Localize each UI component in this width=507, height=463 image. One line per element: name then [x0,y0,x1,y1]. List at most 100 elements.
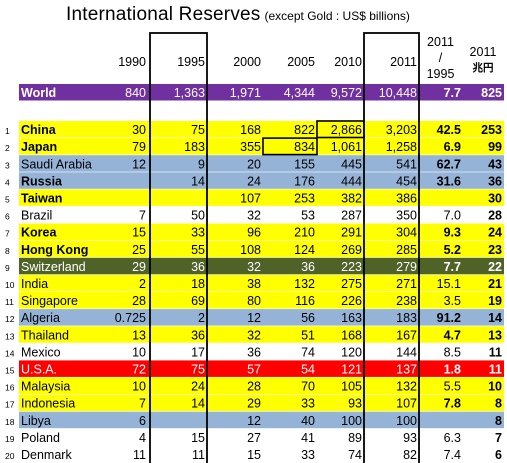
data-value: 12 [247,311,261,325]
data-value: 144 [396,345,417,359]
data-value: 116 [295,294,315,308]
data-value: 7.8 [444,397,461,411]
data-value: 6 [139,414,146,428]
country-label: Indonesia [21,397,75,411]
column-header-unit: 兆円 [473,61,494,74]
data-value: 137 [396,363,417,377]
rank-label: 5 [5,195,10,205]
rank-label: 12 [5,314,15,324]
rank-label: 11 [5,297,14,307]
data-value: 32 [247,260,261,274]
data-value: 18 [191,277,205,291]
data-value: 541 [396,157,417,171]
data-value: 9,572 [331,86,362,100]
data-value: 167 [396,328,417,342]
data-value: 304 [396,226,417,240]
row-fill [19,257,504,275]
country-label: Algeria [21,311,60,325]
data-value: 41 [301,431,315,445]
data-value: 80 [247,294,261,308]
data-value: 279 [396,260,417,274]
data-value: 27 [247,431,261,445]
data-value: 107 [396,397,417,411]
column-header: 2000 [233,55,261,69]
data-value: 1,363 [174,86,205,100]
data-value: 69 [191,294,205,308]
data-value: 9.3 [444,226,461,240]
data-value: 20 [247,157,261,171]
country-label: Saudi Arabia [21,157,92,171]
data-value: 15 [191,431,205,445]
data-value: 10 [132,345,146,359]
data-value: 14 [191,397,205,411]
data-value: 33 [301,397,315,411]
data-value: 7.7 [444,260,461,274]
column-header: 1990 [118,55,146,69]
data-value: 163 [341,311,362,325]
rank-label: 9 [5,263,10,273]
data-value: 8 [495,414,502,428]
rank-label: 15 [5,366,15,376]
row-fill [19,172,504,189]
data-value: 291 [341,226,362,240]
data-value: 11 [489,345,502,359]
rank-label: 16 [5,383,15,393]
data-value: 14 [191,174,205,188]
rank-label: 17 [5,400,15,410]
chart-title: International Reserves (except Gold : US$… [66,4,410,26]
data-value: 3.5 [444,294,461,308]
country-label: Denmark [21,448,72,462]
data-value: 28 [488,209,502,223]
row-fill [19,360,504,377]
data-value: 22 [488,260,502,274]
data-value: 176 [294,174,315,188]
column-emphasis-box [363,32,420,463]
data-value: 96 [247,226,261,240]
data-value: 75 [191,123,205,137]
data-value: 120 [341,345,362,359]
rank-label: 18 [5,417,15,427]
data-value: 6.9 [444,140,461,154]
data-value: 19 [488,294,502,308]
data-value: 183 [184,140,205,154]
data-value: 17 [191,345,205,359]
data-value: 75 [191,363,205,377]
data-value: 38 [247,277,261,291]
data-value: 5.5 [444,380,461,394]
data-value: 74 [301,345,315,359]
country-label: Russia [21,174,63,188]
data-value: 12 [132,157,146,171]
data-value: 4 [139,431,146,445]
row-fill [19,84,504,101]
data-value: 822 [294,123,315,137]
data-value: 1,971 [230,86,261,100]
data-value: 5.2 [444,243,461,257]
country-label: U.S.A. [21,363,57,377]
data-value: 28 [247,380,261,394]
column-header: 2005 [287,55,315,69]
row-fill [19,445,504,463]
rank-label: 14 [5,348,15,358]
row-fill [19,223,504,241]
data-value: 834 [294,140,315,154]
title-text: International Reserves [66,4,261,25]
data-value: 2,866 [331,123,362,137]
data-value: 132 [294,277,315,291]
data-value: 99 [488,140,502,154]
row-fill [19,138,504,155]
data-value: 7 [495,431,502,445]
country-label: Singapore [21,294,78,308]
data-value: 56 [301,311,315,325]
country-label: China [21,123,57,137]
data-value: 445 [341,157,362,171]
data-value: 36 [301,260,315,274]
data-value: 105 [341,380,362,394]
data-value: 238 [396,294,417,308]
data-value: 3,203 [386,123,417,137]
rank-label: 10 [5,280,15,290]
data-value: 33 [301,448,315,462]
data-value: 10,448 [379,86,417,100]
data-value: 7.0 [444,209,461,223]
data-value: 36 [488,174,502,188]
data-value: 287 [341,209,362,223]
